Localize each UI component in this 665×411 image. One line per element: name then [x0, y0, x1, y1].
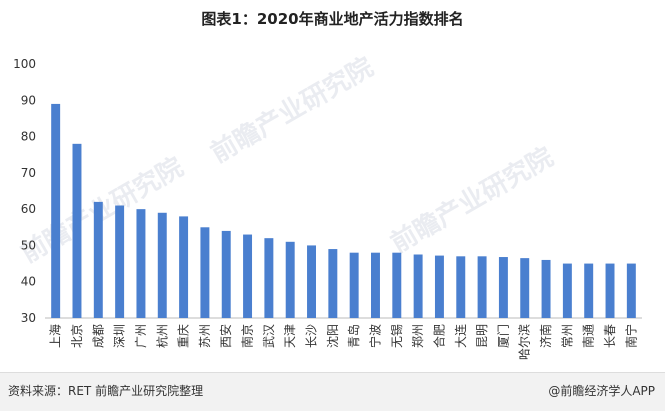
x-tick-label: 长沙 — [305, 324, 319, 348]
x-tick-label: 杭州 — [154, 324, 169, 348]
bar — [307, 245, 316, 318]
y-tick-label: 50 — [21, 238, 36, 252]
x-tick-label: 昆明 — [475, 324, 489, 348]
bar — [157, 212, 167, 318]
bar — [264, 238, 274, 318]
y-tick-label: 90 — [21, 93, 36, 107]
x-tick-label: 沈阳 — [325, 324, 340, 348]
x-tick-label: 哈尔滨 — [517, 324, 532, 360]
y-tick-label: 30 — [21, 311, 36, 325]
bar — [371, 252, 380, 318]
x-tick-label: 常州 — [560, 324, 574, 348]
x-tick-label: 上海 — [48, 324, 63, 348]
bar — [136, 209, 146, 318]
x-tick-label: 重庆 — [177, 324, 191, 348]
y-tick-label: 100 — [13, 57, 36, 71]
x-tick-label: 南京 — [240, 324, 255, 348]
bar — [349, 252, 359, 318]
x-tick-label: 广州 — [134, 324, 148, 348]
x-tick-label: 苏州 — [198, 324, 212, 348]
bar — [562, 263, 572, 318]
x-tick-label: 深圳 — [113, 324, 127, 348]
bar — [626, 263, 636, 318]
x-tick-label: 大连 — [453, 324, 468, 348]
bar — [498, 257, 508, 318]
x-tick-label: 成都 — [91, 324, 105, 348]
bar — [243, 234, 253, 318]
bar — [285, 241, 295, 318]
bar-chart: 30 40 50 60 70 80 90 100 上海 北京 成都 深圳 广州 杭州 重庆 苏州 西安 南京 武汉天… — [13, 57, 642, 360]
bar — [413, 254, 423, 318]
x-tick-label: 西安 — [218, 324, 233, 348]
source-note: 资料来源：RET 前瞻产业研究院整理 — [8, 384, 204, 398]
bar — [93, 201, 103, 318]
x-tick-label: 武汉 — [262, 324, 276, 348]
x-tick-label: 北京 — [70, 324, 84, 348]
bar — [72, 143, 82, 318]
bar — [541, 259, 551, 318]
y-tick-label: 60 — [21, 202, 36, 216]
x-tick-label: 济南 — [538, 324, 553, 348]
bar — [392, 252, 402, 318]
bar — [179, 216, 189, 318]
bar — [477, 256, 487, 318]
bar — [584, 263, 594, 318]
brand-label: @前瞻经济学人APP — [548, 384, 655, 398]
chart-title: 图表1：2020年商业地产活力指数排名 — [201, 10, 464, 28]
x-tick-label: 南宁 — [623, 324, 638, 348]
bar — [51, 103, 61, 319]
y-tick-label: 70 — [21, 166, 36, 180]
bar — [200, 227, 210, 318]
x-tick-label: 厦门 — [495, 324, 510, 348]
bar — [456, 256, 466, 318]
x-tick-label: 天津 — [283, 324, 297, 348]
bar — [434, 255, 444, 318]
y-tick-label: 80 — [21, 130, 36, 144]
x-tick-label: 合肥 — [431, 324, 446, 348]
y-tick-label: 40 — [21, 275, 36, 289]
x-tick-label: 长春 — [603, 324, 617, 348]
x-tick-label: 宁波 — [367, 324, 382, 348]
bar — [221, 230, 231, 318]
bar — [328, 249, 338, 318]
bar — [520, 258, 530, 318]
footer: 资料来源：RET 前瞻产业研究院整理 @前瞻经济学人APP — [0, 372, 665, 411]
bar — [605, 263, 615, 318]
x-tick-label: 青岛 — [346, 324, 361, 348]
bar — [115, 205, 125, 318]
x-tick-label: 郑州 — [410, 324, 425, 348]
x-tick-label: 南通 — [581, 324, 596, 348]
x-tick-label: 无锡 — [389, 324, 404, 348]
